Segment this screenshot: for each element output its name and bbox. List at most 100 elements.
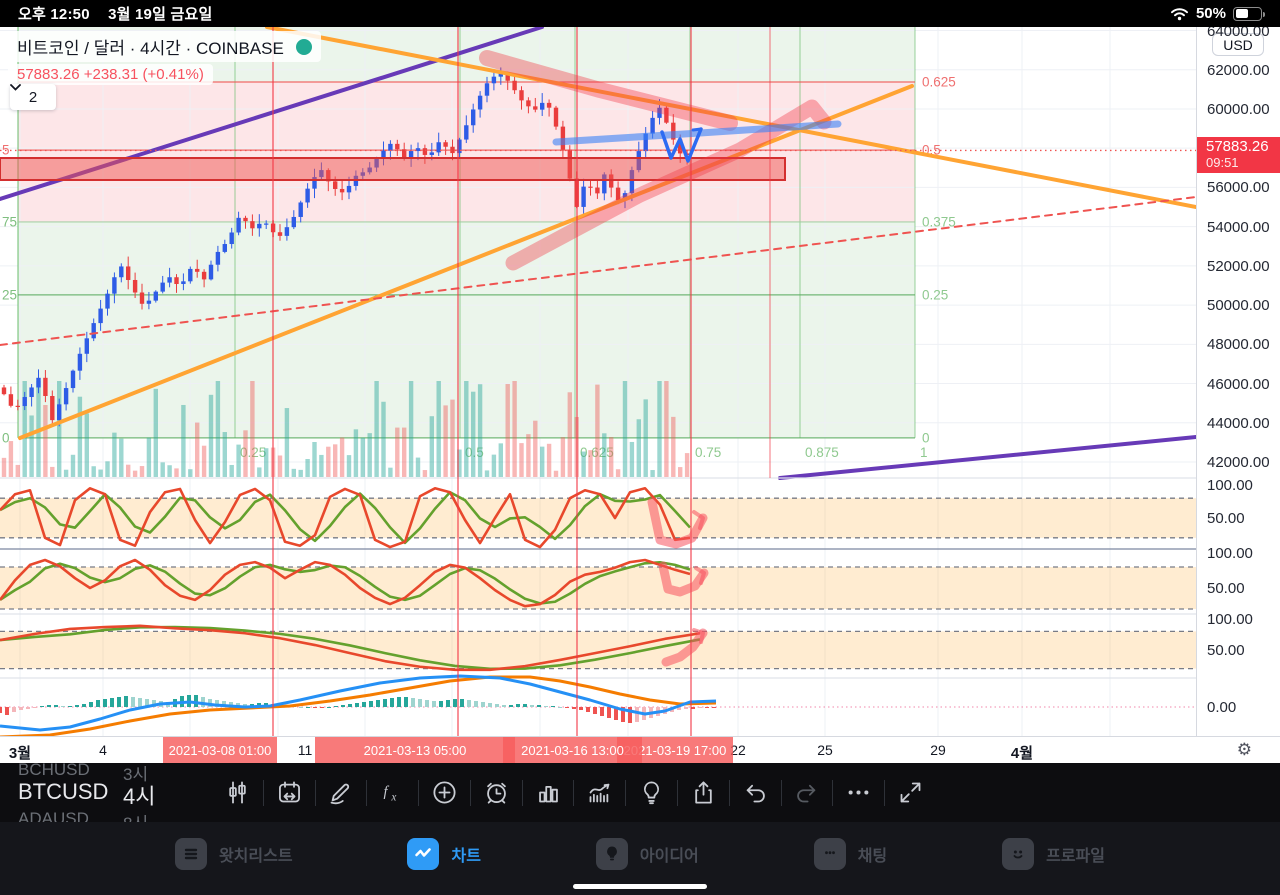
draw-button[interactable] <box>316 776 367 810</box>
symbol-title[interactable]: 비트코인 / 달러 · 4시간 · COINBASE <box>17 39 284 58</box>
volume-bar <box>333 444 338 477</box>
volume-bar <box>15 464 20 477</box>
volume-bar <box>139 466 145 477</box>
volume-bar <box>684 453 690 477</box>
volume-bar <box>57 381 62 477</box>
tab-profile[interactable]: 프로파일 <box>1002 838 1105 870</box>
volume-bar <box>533 420 538 477</box>
macd-histogram-bar <box>551 706 555 707</box>
candles-style-button[interactable] <box>212 776 263 810</box>
macd-histogram-bar <box>467 700 471 707</box>
redo-button[interactable] <box>782 776 833 810</box>
volume-bar <box>167 465 172 477</box>
undo-button[interactable] <box>730 776 781 810</box>
volume-bar <box>609 437 614 477</box>
alerts-clock-button[interactable] <box>471 776 522 810</box>
macd-histogram-bar <box>68 706 72 707</box>
stoch-band <box>0 498 1196 538</box>
volume-bar <box>678 467 683 477</box>
picker-interval: 4시 <box>123 784 156 809</box>
tab-label: 차트 <box>451 848 481 865</box>
picker-row-bchusd[interactable]: BCHUSD 3시 <box>18 763 208 785</box>
toolbar-divider <box>573 779 575 806</box>
volume-bar <box>526 434 531 477</box>
volume-bar <box>91 466 96 477</box>
idea-bulb-button[interactable] <box>626 776 677 810</box>
chart-settings-gear-icon[interactable]: ⚙ <box>1236 740 1252 759</box>
toolbar-divider <box>832 779 834 806</box>
compare-plus-button[interactable] <box>419 776 470 810</box>
candle-body <box>553 107 559 127</box>
share-button[interactable] <box>678 776 729 810</box>
fib-time-label: 0.625 <box>580 445 614 460</box>
candle-body <box>436 142 441 153</box>
symbol-interval-picker[interactable]: BCHUSD 3시 BTCUSD 4시 ADAUSD 8시 <box>18 763 208 822</box>
stoch2-scale-label: 50.00 <box>1207 580 1245 597</box>
legend-collapse-button[interactable]: 2 <box>10 84 56 110</box>
volume-bar <box>126 464 131 477</box>
macd-histogram-bar <box>712 707 716 708</box>
column-bars-button[interactable] <box>523 776 574 810</box>
time-tick-label: 4월 <box>1010 745 1034 762</box>
undo-icon <box>746 784 765 803</box>
macd-histogram-bar <box>600 707 604 716</box>
macd-histogram-bar <box>145 699 149 707</box>
ideas-icon <box>595 838 628 870</box>
chart-canvas[interactable]: 0.250.50.6250.750.87510.6250.50.3750.250… <box>0 0 1196 736</box>
fullscreen-button[interactable] <box>885 776 936 810</box>
volume-bar <box>657 381 662 477</box>
candle-body <box>160 282 165 292</box>
tab-ideas[interactable]: 아이디어 <box>595 838 699 870</box>
candle-body <box>243 217 248 222</box>
volume-bar <box>29 415 34 477</box>
currency-toggle-button[interactable]: USD <box>1212 33 1264 56</box>
market-status-dot-icon <box>295 38 312 55</box>
more-button[interactable] <box>833 776 884 810</box>
macd-histogram-bar <box>124 696 128 707</box>
volume-bar <box>353 429 359 477</box>
fib-time-label: 1 <box>920 445 928 460</box>
volume-bar <box>360 437 365 477</box>
tab-watchlist[interactable]: 왓치리스트 <box>174 838 293 870</box>
volume-bar <box>339 437 345 477</box>
candle-body <box>208 264 214 280</box>
tab-chat[interactable]: 채팅 <box>813 838 887 870</box>
macd-histogram-bar <box>425 700 429 707</box>
picker-row-adausd[interactable]: ADAUSD 8시 <box>18 809 208 822</box>
macd-line <box>0 674 717 732</box>
candle-body <box>277 232 283 236</box>
macd-histogram-bar <box>376 700 380 707</box>
time-axis[interactable]: ⚙ 3월 4 11 22 25 29 4월 2021-03-08 01:00 2021-03-1… <box>0 736 1280 764</box>
volume-bar <box>477 384 483 477</box>
date-range-button[interactable] <box>264 776 315 810</box>
macd-histogram-bar <box>698 707 702 708</box>
toolbar-divider <box>418 779 420 806</box>
candle-body <box>498 72 503 77</box>
forecast-chart-button[interactable] <box>574 776 625 810</box>
macd-histogram-bar <box>558 707 562 708</box>
picker-row-btcusd[interactable]: BTCUSD 4시 <box>18 779 208 811</box>
candle-body <box>15 405 20 407</box>
candle-body <box>195 268 200 272</box>
candle-body <box>70 370 76 389</box>
price-tick-label: 60000.00 <box>1207 100 1270 118</box>
candle-body <box>533 106 538 110</box>
price-axis[interactable]: USD 57883.26 09:51 64000.00 62000.00 60000… <box>1196 0 1280 736</box>
chart-plot[interactable]: 0.250.50.6250.750.87510.6250.50.3750.250… <box>0 0 1196 736</box>
macd-histogram-bar <box>110 698 114 707</box>
time-tick-label: 3월 <box>8 745 32 762</box>
picker-interval: 3시 <box>123 765 149 784</box>
volume-bar <box>119 438 124 477</box>
macd-histogram-bar <box>222 701 226 707</box>
home-indicator[interactable] <box>573 884 707 889</box>
tab-chart[interactable]: 차트 <box>407 838 481 870</box>
volume-bar <box>560 437 566 477</box>
macd-histogram-bar <box>96 700 100 707</box>
time-tick-label: 25 <box>817 742 833 758</box>
candle-body <box>615 187 621 201</box>
volume-bar <box>215 381 221 477</box>
macd-histogram-bar <box>26 707 30 709</box>
volume-bar <box>346 455 352 477</box>
macd-histogram-bar <box>397 697 401 707</box>
